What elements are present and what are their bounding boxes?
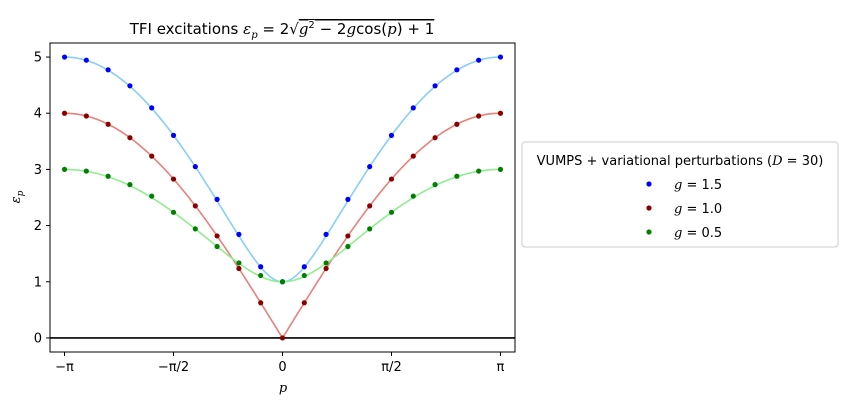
point-series-2-18: [454, 173, 460, 179]
point-series-0-19: [476, 57, 482, 63]
point-series-0-3: [127, 83, 133, 89]
point-series-2-15: [388, 209, 395, 215]
x-tick-label-2: 0: [278, 360, 286, 375]
point-series-2-12: [323, 260, 329, 266]
legend-marker-0: [646, 181, 652, 187]
legend: VUMPS + variational perturbations (D = 3…: [521, 141, 839, 248]
curve-series-0: [64, 56, 501, 283]
data-points: [61, 54, 504, 341]
point-series-1-17: [432, 135, 438, 141]
point-series-1-10: [279, 335, 286, 341]
point-series-0-7: [214, 196, 220, 202]
point-series-2-19: [476, 168, 482, 174]
point-series-0-16: [410, 105, 416, 111]
point-series-0-5: [170, 132, 177, 138]
x-tick-label-0: −π: [55, 360, 74, 375]
point-series-1-0: [61, 110, 68, 116]
point-series-1-5: [170, 176, 177, 182]
point-series-1-16: [410, 153, 416, 159]
point-series-0-1: [83, 57, 89, 63]
svg-text:εp: εp: [9, 190, 26, 203]
x-axis-ticks: −π −π/2 0 π/2 π: [55, 352, 505, 375]
point-series-1-1: [83, 113, 89, 119]
point-series-2-16: [410, 193, 416, 199]
point-series-2-14: [367, 226, 373, 232]
point-series-1-13: [345, 233, 351, 239]
point-series-0-0: [61, 54, 68, 60]
y-axis-ticks: 0 1 2 3 4 5: [34, 51, 50, 346]
point-series-1-14: [367, 203, 373, 209]
point-series-2-13: [345, 243, 351, 250]
point-series-1-12: [323, 265, 329, 272]
point-series-0-18: [454, 67, 460, 73]
point-series-0-15: [388, 132, 395, 138]
point-series-2-6: [192, 226, 198, 232]
legend-label-0: g = 1.5: [674, 178, 722, 193]
point-series-0-9: [258, 264, 264, 270]
x-tick-label-4: π: [497, 360, 505, 375]
curve-series-1: [64, 112, 501, 340]
point-series-2-10: [279, 279, 286, 285]
legend-marker-1: [646, 205, 652, 211]
point-series-1-4: [149, 153, 155, 159]
point-series-0-12: [323, 231, 329, 237]
model-curves: [64, 56, 501, 340]
point-series-2-2: [105, 173, 111, 179]
point-series-1-6: [192, 203, 198, 209]
point-series-1-15: [388, 176, 395, 182]
y-tick-label-5: 5: [34, 51, 42, 66]
point-series-0-4: [149, 105, 155, 111]
point-series-0-8: [236, 231, 242, 237]
point-series-0-14: [367, 164, 373, 170]
y-axis-label: εp: [9, 190, 26, 203]
point-series-1-8: [236, 265, 242, 272]
point-series-0-2: [105, 67, 111, 73]
y-tick-label-4: 4: [34, 107, 42, 122]
chart-title: TFI excitations εp = 2√g2 − 2gcos(p) + 1: [129, 20, 435, 41]
point-series-0-20: [497, 54, 504, 60]
legend-title: VUMPS + variational perturbations (D = 3…: [537, 154, 824, 169]
point-series-0-6: [192, 164, 198, 170]
point-series-1-18: [454, 121, 460, 127]
legend-label-1: g = 1.0: [674, 202, 722, 217]
point-series-2-17: [432, 182, 438, 188]
point-series-0-17: [432, 83, 438, 89]
point-series-1-19: [476, 113, 482, 119]
x-tick-label-3: π/2: [381, 360, 401, 375]
point-series-1-2: [105, 121, 111, 127]
point-series-1-9: [258, 300, 264, 306]
point-series-2-4: [149, 193, 155, 199]
point-series-2-3: [127, 182, 133, 188]
point-series-2-1: [83, 168, 89, 174]
y-tick-label-3: 3: [34, 163, 42, 178]
point-series-1-3: [127, 135, 133, 141]
point-series-0-11: [301, 264, 307, 270]
y-tick-label-1: 1: [34, 275, 42, 290]
x-tick-label-1: −π/2: [158, 360, 189, 375]
point-series-2-11: [301, 272, 307, 279]
point-series-1-11: [301, 300, 307, 306]
point-series-1-7: [214, 233, 220, 239]
point-series-2-7: [214, 243, 220, 250]
point-series-2-0: [61, 166, 68, 173]
point-series-2-20: [497, 166, 504, 173]
legend-marker-2: [646, 229, 652, 235]
plot-frame: [49, 42, 516, 353]
legend-label-2: g = 0.5: [674, 226, 722, 241]
y-tick-label-0: 0: [34, 331, 42, 346]
point-series-0-13: [345, 196, 351, 202]
y-tick-label-2: 2: [34, 219, 42, 234]
x-axis-label: p: [279, 381, 288, 396]
point-series-2-5: [170, 209, 177, 215]
point-series-1-20: [497, 110, 504, 116]
point-series-2-8: [236, 260, 242, 266]
point-series-2-9: [258, 272, 264, 279]
